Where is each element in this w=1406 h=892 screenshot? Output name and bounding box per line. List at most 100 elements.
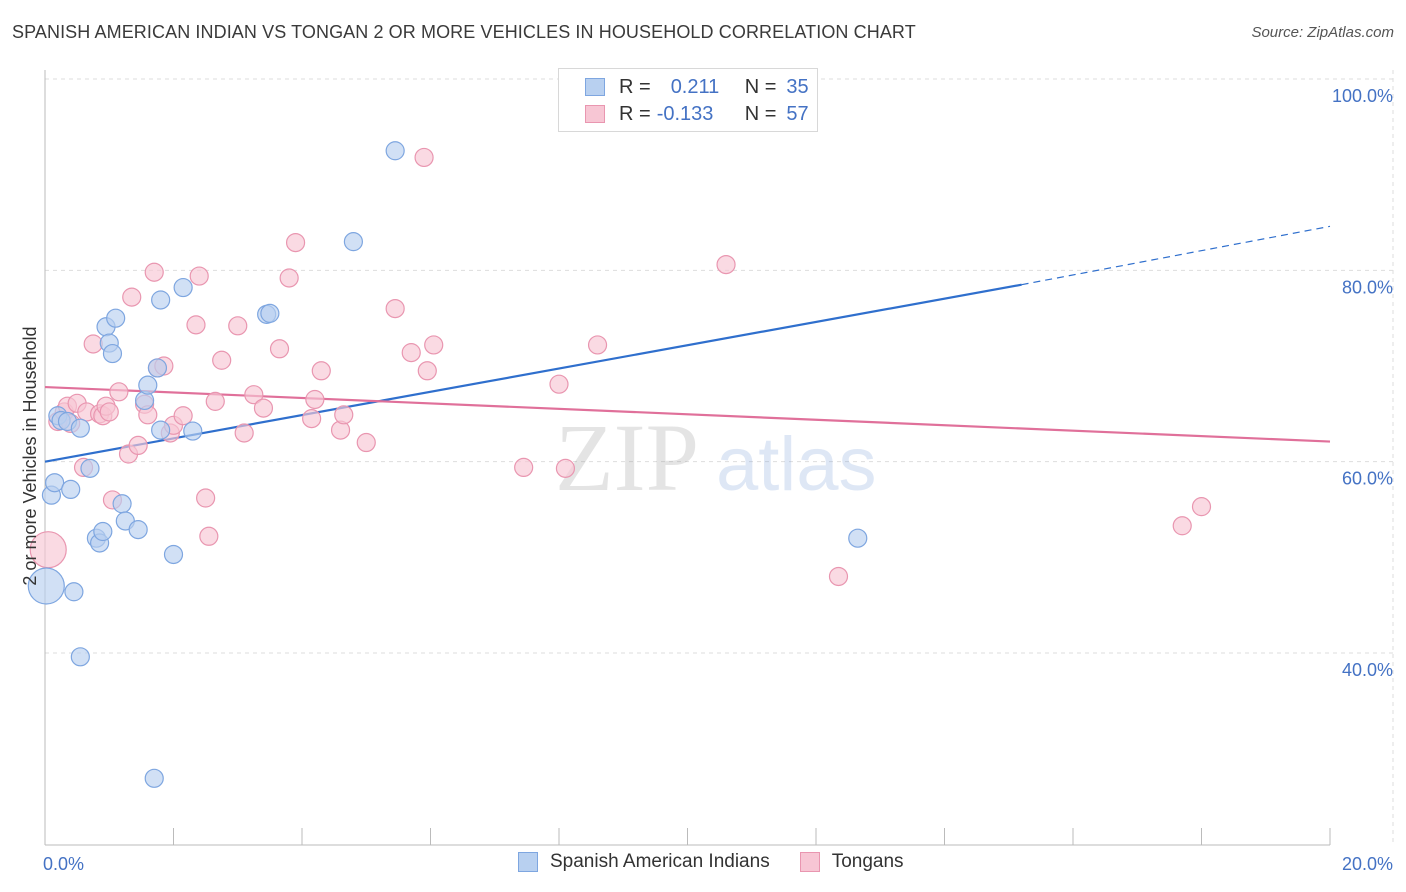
data-points (27, 141, 1212, 788)
legend-r-label: R = (619, 75, 651, 98)
legend-r-value: -0.133 (656, 102, 714, 125)
pink-point (279, 268, 299, 288)
legend-swatch-blue (585, 78, 605, 96)
blue-point (106, 308, 126, 328)
blue-point (112, 494, 132, 514)
blue-point (147, 358, 168, 378)
pink-point (144, 262, 164, 282)
blue-point (80, 458, 100, 478)
legend-swatch-blue (518, 852, 538, 872)
pink-point (302, 409, 322, 429)
y-tick-label: 100.0% (1332, 86, 1393, 106)
pink-point (1172, 516, 1192, 536)
axes (44, 70, 1331, 846)
blue-point (173, 277, 193, 298)
pink-point (122, 287, 142, 307)
pink-point (555, 458, 576, 478)
pink-point (228, 316, 248, 336)
pink-point (716, 254, 736, 275)
blue-point (45, 473, 65, 493)
legend-swatch-pink (799, 852, 820, 872)
pink-point (199, 526, 219, 546)
pink-point (99, 402, 119, 422)
pink-point (244, 385, 264, 405)
pink-point (587, 335, 608, 355)
pink-point (334, 405, 354, 425)
pink-point (514, 457, 534, 478)
blue-point (61, 479, 81, 500)
blue-point (260, 303, 280, 323)
tick-labels: 40.0% 60.0% 80.0% 100.0% 0.0% 20.0% (43, 86, 1393, 874)
legend-item-spanish-american-indians[interactable]: Spanish American Indians (518, 851, 770, 873)
pink-point (285, 232, 306, 253)
legend-row-pink: R = -0.133 N = 57 (559, 101, 809, 127)
y-axis-label: 2 or more Vehicles in Household (20, 326, 40, 585)
legend-label: Tongans (831, 851, 904, 872)
pink-point (128, 435, 148, 456)
pink-point (417, 361, 437, 381)
blue-point (70, 647, 90, 667)
grid-lines (45, 70, 1394, 845)
legend-r-value: 0.211 (670, 75, 720, 98)
pink-point (356, 432, 376, 453)
blue-point (163, 544, 184, 565)
blue-point (93, 521, 113, 542)
correlation-legend: R = 0.211 N = 35 R = -0.133 N = 57 (558, 68, 818, 132)
watermark-atlas: atlas (716, 422, 877, 507)
pink-point (549, 374, 569, 394)
blue-point (151, 290, 171, 310)
blue-point (144, 768, 164, 788)
pink-point (196, 488, 216, 508)
blue-point (27, 567, 65, 605)
pink-point (424, 335, 444, 355)
pink-point (828, 566, 849, 587)
pink-point (269, 339, 290, 359)
x-tick-label: 0.0% (43, 854, 84, 874)
source-label: Source: ZipAtlas.com (1251, 24, 1394, 41)
legend-n-label: N = (744, 75, 777, 98)
trend-line-blue-extension (1021, 225, 1331, 286)
legend-n-value: 57 (786, 102, 809, 125)
blue-point (343, 232, 363, 252)
pink-point (205, 391, 225, 411)
blue-point (70, 418, 90, 438)
pink-point (173, 406, 193, 426)
series-legend: Spanish American Indians Tongans (518, 851, 934, 873)
legend-n-value: 35 (786, 75, 809, 98)
pink-point (305, 389, 325, 410)
legend-item-tongans[interactable]: Tongans (799, 851, 904, 873)
pink-point (311, 361, 331, 381)
y-tick-label: 40.0% (1342, 660, 1393, 680)
watermark-zip: ZIP (555, 404, 699, 511)
pink-point (186, 315, 206, 335)
y-tick-label: 80.0% (1342, 277, 1393, 297)
blue-point (848, 528, 868, 548)
y-tick-label: 60.0% (1342, 469, 1393, 489)
trend-line-blue (44, 283, 1022, 463)
legend-n-label: N = (744, 102, 777, 125)
legend-row-blue: R = 0.211 N = 35 (559, 74, 809, 100)
watermark: ZIP atlas (555, 404, 877, 511)
legend-swatch-pink (585, 105, 605, 123)
pink-point (385, 299, 405, 319)
blue-point (128, 519, 148, 540)
pink-point (189, 266, 209, 286)
blue-point (183, 421, 203, 441)
legend-label: Spanish American Indians (550, 851, 770, 872)
pink-point (401, 343, 421, 363)
blue-point (151, 420, 171, 440)
x-tick-label: 20.0% (1342, 854, 1393, 874)
blue-point (385, 141, 405, 161)
blue-point (138, 375, 158, 395)
pink-point (109, 382, 129, 402)
blue-point (64, 582, 84, 602)
pink-point (234, 423, 254, 443)
blue-point (102, 343, 123, 364)
chart-title: SPANISH AMERICAN INDIAN VS TONGAN 2 OR M… (12, 22, 916, 42)
pink-point (1191, 497, 1212, 517)
pink-point (83, 334, 103, 354)
pink-point (212, 350, 232, 370)
pink-point (253, 398, 274, 418)
legend-r-label: R = (619, 102, 651, 125)
